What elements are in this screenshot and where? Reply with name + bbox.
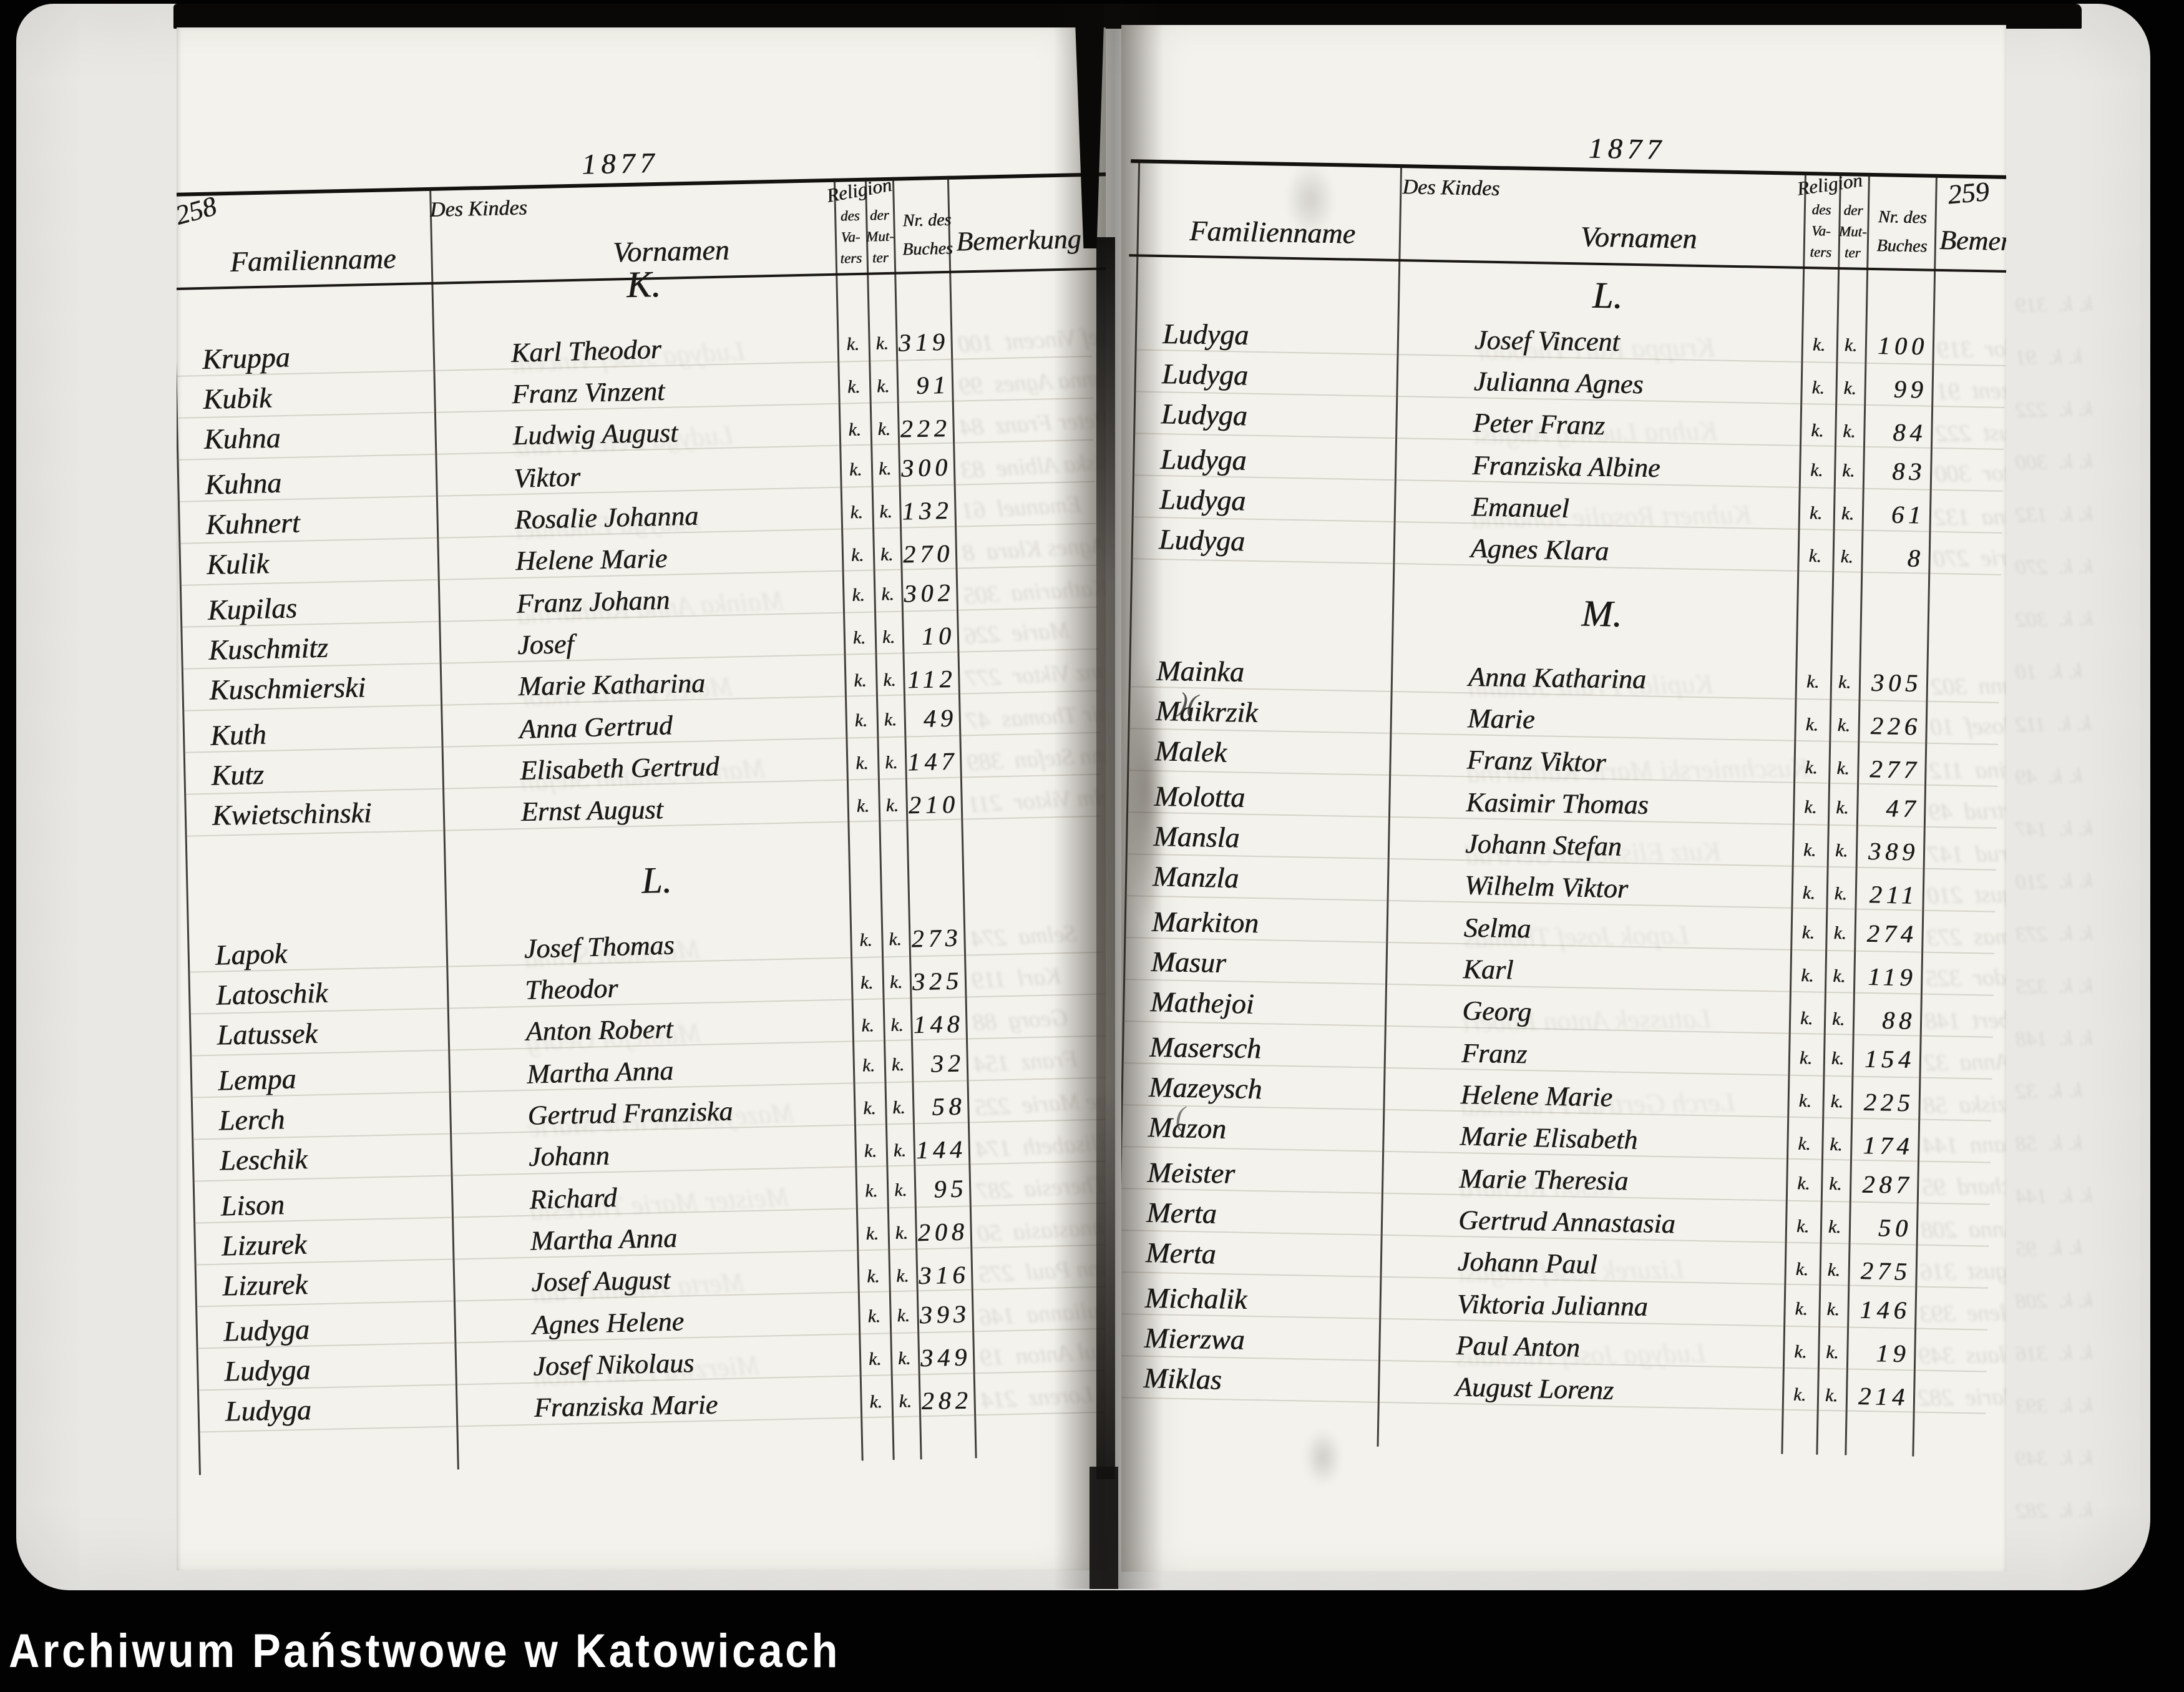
ghost-bleedthrough: Franz Johann 302 bbox=[1931, 671, 2006, 700]
ghost-bleedthrough: Latussek Anton Robert bbox=[1461, 1003, 1712, 1039]
ghost-bleedthrough: Ludyga Emanuel bbox=[514, 504, 703, 546]
ghost-bleedthrough: Josef August 316 bbox=[1920, 1256, 2006, 1286]
ghost-bleedthrough: Josef Thomas 273 bbox=[1926, 922, 2006, 951]
ghost-bleedthrough: Lizurek Josef August bbox=[1457, 1254, 1685, 1289]
ghost-bleedthrough: Kuschmierski Marie Katharina bbox=[1466, 752, 1810, 789]
ghost-bleedthrough: Kutz Elisabeth Gertrud bbox=[1465, 836, 1722, 871]
ghost-bleedthrough: Elisabeth Gertrud 147 bbox=[1928, 838, 2006, 868]
ghost-bleedthrough: Ludwig August 222 bbox=[1936, 418, 2006, 447]
ghost-bleedthrough: Josef Nikolaus 349 bbox=[1919, 1340, 2006, 1369]
ghost-bleedthrough: k. k. 32 bbox=[2015, 1079, 2082, 1103]
ghost-bleedthrough: Mierzwa Paul Anton bbox=[532, 1349, 761, 1394]
ghost-bleedthrough: Martha Anna 208 bbox=[1921, 1215, 2006, 1244]
ghost-bleedthrough: k. k. 270 bbox=[2015, 554, 2093, 580]
ghost-bleedthrough: k. k. 91 bbox=[2015, 345, 2082, 369]
ghost-bleedthrough: k. k. 49 bbox=[2015, 765, 2082, 789]
ghost-bleedthrough: Marie Katharina 112 bbox=[1929, 755, 2006, 785]
ghost-bleedthrough: k. k. 132 bbox=[2015, 502, 2093, 527]
ghost-bleedthrough: Kupilas Franz Johann bbox=[1468, 668, 1714, 704]
archive-watermark: Archiwum Państwowe w Katowicach bbox=[9, 1625, 841, 1678]
ghost-bleedthrough: Richard 95 bbox=[1921, 1172, 2006, 1201]
ghost-bleedthrough: Lapok Josef Thomas bbox=[1463, 919, 1690, 954]
ghost-bleedthrough: Ernst August 210 bbox=[1927, 880, 2006, 909]
ghost-bleedthrough: Martha Anna 32 bbox=[1924, 1047, 2006, 1077]
ghost-bleedthrough: k. k. 282 bbox=[2015, 1498, 2093, 1523]
ghost-bleedthrough: Ludyga Josef Vincent bbox=[510, 335, 746, 379]
ghost-bleedthrough: k. k. 393 bbox=[2015, 1393, 2093, 1419]
ghost-bleedthrough: Ludyga Peter Franz bbox=[512, 419, 735, 463]
ink-smudge bbox=[1285, 162, 1335, 237]
ink-smudge bbox=[1304, 1429, 1342, 1485]
ghost-bleedthrough: Lerch Gertrud Franziska bbox=[1460, 1087, 1736, 1122]
binding-fold-bottom bbox=[1090, 1467, 1118, 1589]
ghost-bleedthrough: k. k. 10 bbox=[2015, 660, 2082, 684]
ghost-bleedthrough: k. k. 302 bbox=[2015, 607, 2093, 632]
right-page-sheet: 1877 259 Des Kindes Familienname Vorname… bbox=[1121, 25, 2006, 1572]
ghost-bleedthrough: Mainka Anna Katharina bbox=[515, 585, 786, 631]
ghost-bleedthrough: k. k. 325 bbox=[2015, 974, 2093, 999]
ghost-bleedthrough: Franziska Marie 282 bbox=[1918, 1382, 2006, 1412]
ghost-bleedthrough: k. k. 208 bbox=[2015, 1288, 2093, 1314]
binding-fold bbox=[1096, 237, 1115, 1479]
ghost-bleedthrough: k. k. 58 bbox=[2015, 1132, 2082, 1156]
right-page-bleedthrough: Karl Theodor 319 Kruppa Karl Theodor Franz… bbox=[1121, 25, 2006, 1572]
ghost-bleedthrough: Mansla Johann Stefan bbox=[519, 753, 767, 798]
page-top-shadow bbox=[173, 4, 2082, 29]
ghost-bleedthrough: k. k. 210 bbox=[2015, 869, 2093, 894]
ghost-bleedthrough: k. k. 144 bbox=[2015, 1183, 2093, 1209]
ghost-bleedthrough: k. k. 300 bbox=[2015, 449, 2093, 475]
ink-smudge bbox=[1124, 655, 1168, 924]
left-page-sheet: 1877 258 Des Kindes Familienname Vorname… bbox=[177, 27, 1106, 1570]
ghost-bleedthrough: Theodor 325 bbox=[1926, 963, 2006, 992]
ghost-bleedthrough: Mathejoi Georg bbox=[525, 1017, 702, 1058]
ghost-bleedthrough: Malek Franz Viktor bbox=[517, 670, 734, 713]
ghost-bleedthrough: k. k. 222 bbox=[2015, 397, 2093, 423]
ghost-bleedthrough: Franz Vinzent 91 bbox=[1936, 376, 2006, 405]
left-page: 1877 258 Des Kindes Familienname Vorname… bbox=[177, 27, 1106, 1570]
ghost-bleedthrough: Karl Theodor 319 bbox=[1937, 334, 2006, 363]
ghost-bleedthrough: Kruppa Karl Theodor bbox=[1474, 331, 1716, 367]
ghost-bleedthrough: Merta Johann Paul bbox=[530, 1266, 746, 1309]
ghost-bleedthrough: Kuhna Ludwig August bbox=[1472, 415, 1718, 451]
ghost-bleedthrough: k. k. 316 bbox=[2015, 1341, 2093, 1366]
binding-mark: ( bbox=[1176, 1100, 1186, 1132]
ghost-bleedthrough: Meister Marie Theresia bbox=[529, 1181, 791, 1227]
ghost-bleedthrough: Anton Robert 148 bbox=[1924, 1005, 2006, 1035]
ghost-bleedthrough: k. k. 147 bbox=[2015, 816, 2093, 842]
ghost-bleedthrough: Gertrud Franziska 58 bbox=[1923, 1089, 2006, 1119]
ghost-bleedthrough: Anna Gertrud 49 bbox=[1928, 796, 2006, 826]
ghost-bleedthrough: Johann 144 bbox=[1923, 1130, 2006, 1159]
ghost-bleedthrough: k. k. 148 bbox=[2015, 1026, 2093, 1052]
ghost-bleedthrough: Markiton Selma bbox=[523, 933, 701, 974]
ghost-bleedthrough: Agnes Helene 393 bbox=[1919, 1298, 2006, 1328]
ghost-bleedthrough: Josef 10 bbox=[1930, 712, 2006, 741]
ghost-bleedthrough: Kuhnert Rosalie Johanna bbox=[1471, 499, 1752, 535]
right-page: 1877 259 Des Kindes Familienname Vorname… bbox=[1121, 25, 2006, 1572]
ghost-bleedthrough: Mazeysch Helene Marie bbox=[527, 1097, 796, 1143]
ghost-bleedthrough: Ludyga Josef Nikolaus bbox=[1455, 1337, 1707, 1373]
ghost-bleedthrough: Karl 119 bbox=[971, 962, 1062, 994]
ghost-bleedthrough: Rosalie Johanna 132 bbox=[1934, 501, 2006, 531]
ghost-bleedthrough: k. k. 319 bbox=[2015, 292, 2093, 318]
ghost-bleedthrough: k. k. 273 bbox=[2015, 921, 2093, 947]
ghost-bleedthrough: Viktor 300 bbox=[1934, 459, 2006, 487]
ghost-bleedthrough: k. k. 349 bbox=[2015, 1445, 2093, 1471]
ghost-bleedthrough: k. k. 112 bbox=[2015, 712, 2092, 737]
ghost-bleedthrough: k. k. 95 bbox=[2015, 1236, 2082, 1261]
ghost-bleedthrough: Lison Richard bbox=[1458, 1170, 1615, 1204]
ghost-bleedthrough: Helene Marie 270 bbox=[1933, 543, 2006, 572]
